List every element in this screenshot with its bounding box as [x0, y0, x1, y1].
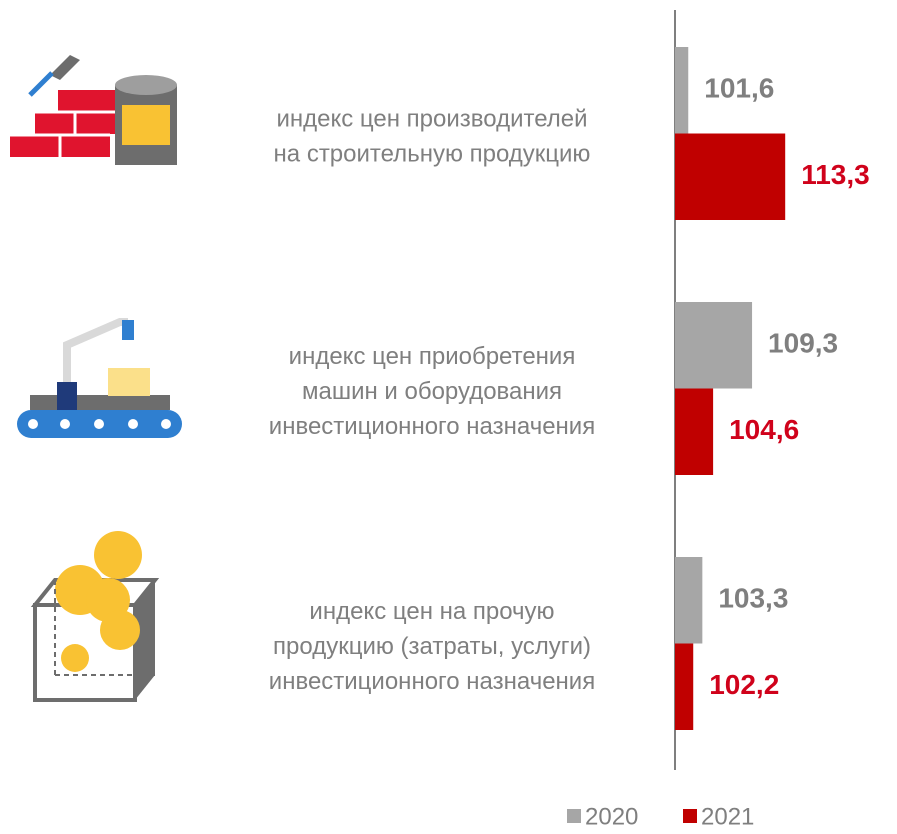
category-label: инвестиционного назначения	[269, 413, 595, 440]
bar	[675, 643, 694, 730]
category-label: на строительную продукцию	[274, 140, 591, 167]
category-label: индекс цен производителей	[276, 105, 587, 132]
value-label: 104,6	[729, 414, 799, 445]
bar	[675, 557, 703, 644]
category-label: индекс цен на прочую	[309, 598, 554, 625]
icon-machinery	[17, 318, 182, 438]
value-label: 109,3	[768, 328, 838, 359]
value-label: 103,3	[718, 583, 788, 614]
value-label: 102,2	[709, 669, 779, 700]
legend-label: 2020	[585, 803, 638, 830]
legend-label: 2021	[701, 803, 754, 830]
value-label: 101,6	[704, 73, 774, 104]
icon-coins	[30, 531, 160, 702]
bar	[675, 302, 753, 389]
value-label: 113,3	[801, 159, 870, 190]
bar	[675, 133, 786, 220]
legend-swatch	[567, 809, 581, 823]
category-label: индекс цен приобретения	[289, 343, 576, 370]
category-label: машин и оборудования	[302, 378, 562, 405]
icon-construction	[10, 55, 177, 165]
bar	[675, 388, 714, 475]
bar	[675, 47, 689, 134]
category-label: продукцию (затраты, услуги)	[273, 633, 591, 660]
legend-swatch	[683, 809, 697, 823]
category-label: инвестиционного назначения	[269, 668, 595, 695]
